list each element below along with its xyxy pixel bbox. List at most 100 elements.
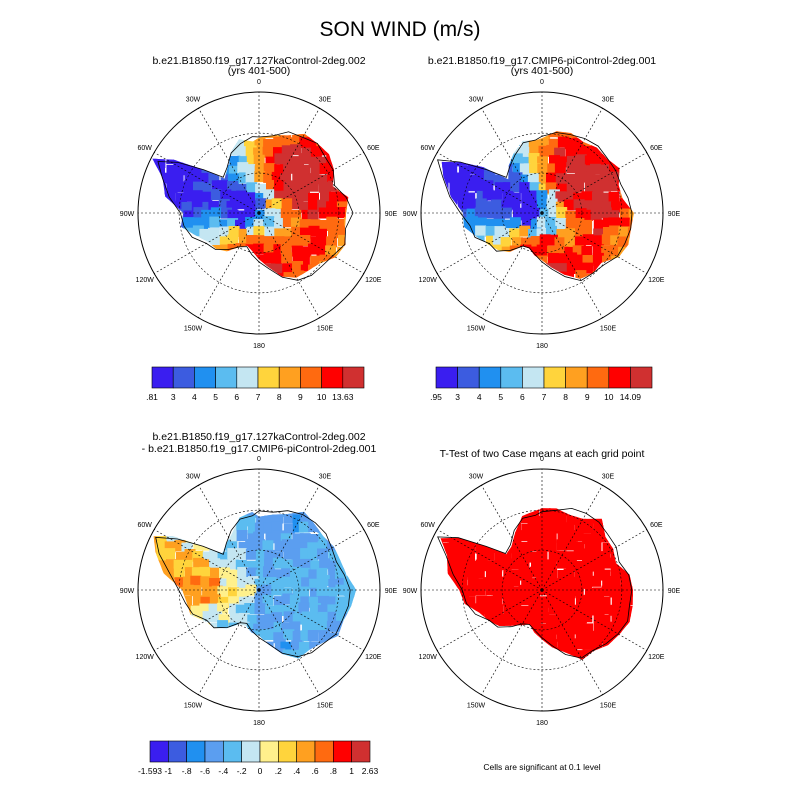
grid-cell [645, 621, 656, 632]
grid-cell [253, 270, 264, 278]
grid-cell [485, 532, 497, 544]
grid-cell [272, 310, 283, 321]
grid-cell [555, 668, 566, 679]
longitude-label: 90W [403, 588, 418, 595]
grid-cell [344, 640, 356, 652]
grid-cell [228, 308, 239, 319]
grid-cell [636, 693, 647, 704]
grid-cell [281, 604, 293, 616]
grid-cell [629, 190, 634, 202]
grid-cell [292, 270, 304, 278]
grid-cell [191, 511, 202, 518]
grid-cell [152, 133, 160, 140]
grid-cell [175, 522, 187, 534]
grid-cell [345, 92, 356, 103]
grid-cell [556, 229, 568, 240]
grid-cell [628, 270, 634, 279]
grid-cell [502, 650, 514, 660]
grid-cell [573, 199, 585, 211]
grid-cell [346, 119, 357, 130]
grid-cell [610, 497, 621, 508]
grid-cell [546, 614, 557, 626]
longitude-label: 180 [253, 343, 265, 350]
grid-cell [545, 532, 557, 544]
longitude-label: 60W [420, 145, 435, 152]
grid-cell [626, 164, 634, 176]
grid-cell [608, 171, 620, 183]
grid-cell [226, 640, 238, 652]
grid-cell [343, 632, 355, 644]
grid-cell [557, 686, 568, 697]
grid-cell [581, 112, 592, 123]
figure-title: SON WIND (m/s) [320, 18, 481, 41]
grid-cell [537, 694, 548, 705]
grid-cell [510, 109, 521, 120]
colorbar-label: -.6 [200, 766, 210, 776]
grid-cell [217, 659, 228, 670]
grid-cell [458, 272, 470, 279]
grid-cell [520, 657, 532, 660]
grid-cell [457, 256, 469, 267]
grid-cell [591, 488, 602, 499]
grid-cell [327, 173, 339, 185]
coastline [155, 510, 351, 658]
grid-cell [521, 271, 533, 279]
grid-cell [164, 685, 175, 696]
grid-cell [511, 569, 523, 581]
grid-cell [519, 674, 530, 685]
grid-cell [139, 676, 150, 687]
grid-cell [283, 611, 295, 623]
grid-cell [557, 604, 569, 616]
grid-cell [503, 131, 515, 141]
grid-cell [464, 542, 476, 554]
grid-cell [273, 596, 285, 608]
grid-cell [529, 182, 541, 194]
grid-cell [327, 641, 339, 653]
grid-cell [449, 308, 460, 319]
grid-cell [617, 99, 628, 110]
grid-cell [647, 288, 658, 299]
grid-cell [176, 299, 187, 310]
grid-cell [138, 586, 149, 597]
grid-cell [228, 190, 240, 202]
grid-cell [465, 198, 477, 210]
grid-cell [345, 144, 349, 155]
grid-cell [361, 567, 372, 578]
grid-cell [520, 131, 532, 140]
grid-cell [492, 118, 503, 129]
grid-cell [372, 318, 383, 329]
grid-cell [227, 181, 239, 192]
grid-cell [556, 539, 568, 551]
grid-cell [555, 513, 567, 525]
grid-cell [237, 162, 249, 174]
grid-cell [554, 478, 565, 489]
grid-cell [218, 614, 230, 626]
grid-cell [163, 649, 175, 659]
grid-cell [184, 623, 196, 635]
grid-cell [152, 218, 159, 230]
grid-cell [567, 317, 578, 328]
grid-cell [557, 570, 569, 581]
grid-cell [647, 666, 658, 677]
grid-cell [199, 603, 211, 615]
grid-cell [290, 566, 301, 578]
grid-cell [299, 533, 311, 545]
grid-cell [354, 667, 365, 678]
grid-cell [638, 236, 649, 247]
grid-cell [193, 612, 205, 624]
grid-cell [476, 639, 488, 651]
grid-cell [244, 192, 256, 204]
grid-cell [519, 225, 531, 237]
grid-cell [538, 675, 549, 686]
grid-cell [491, 569, 503, 581]
grid-cell [183, 511, 195, 517]
grid-cell [465, 147, 477, 159]
grid-cell [429, 578, 440, 589]
grid-cell [164, 272, 175, 278]
grid-cell [582, 289, 593, 300]
grid-cell [273, 244, 285, 256]
grid-cell [440, 478, 451, 489]
grid-cell [137, 130, 148, 141]
grid-cell [449, 603, 461, 615]
